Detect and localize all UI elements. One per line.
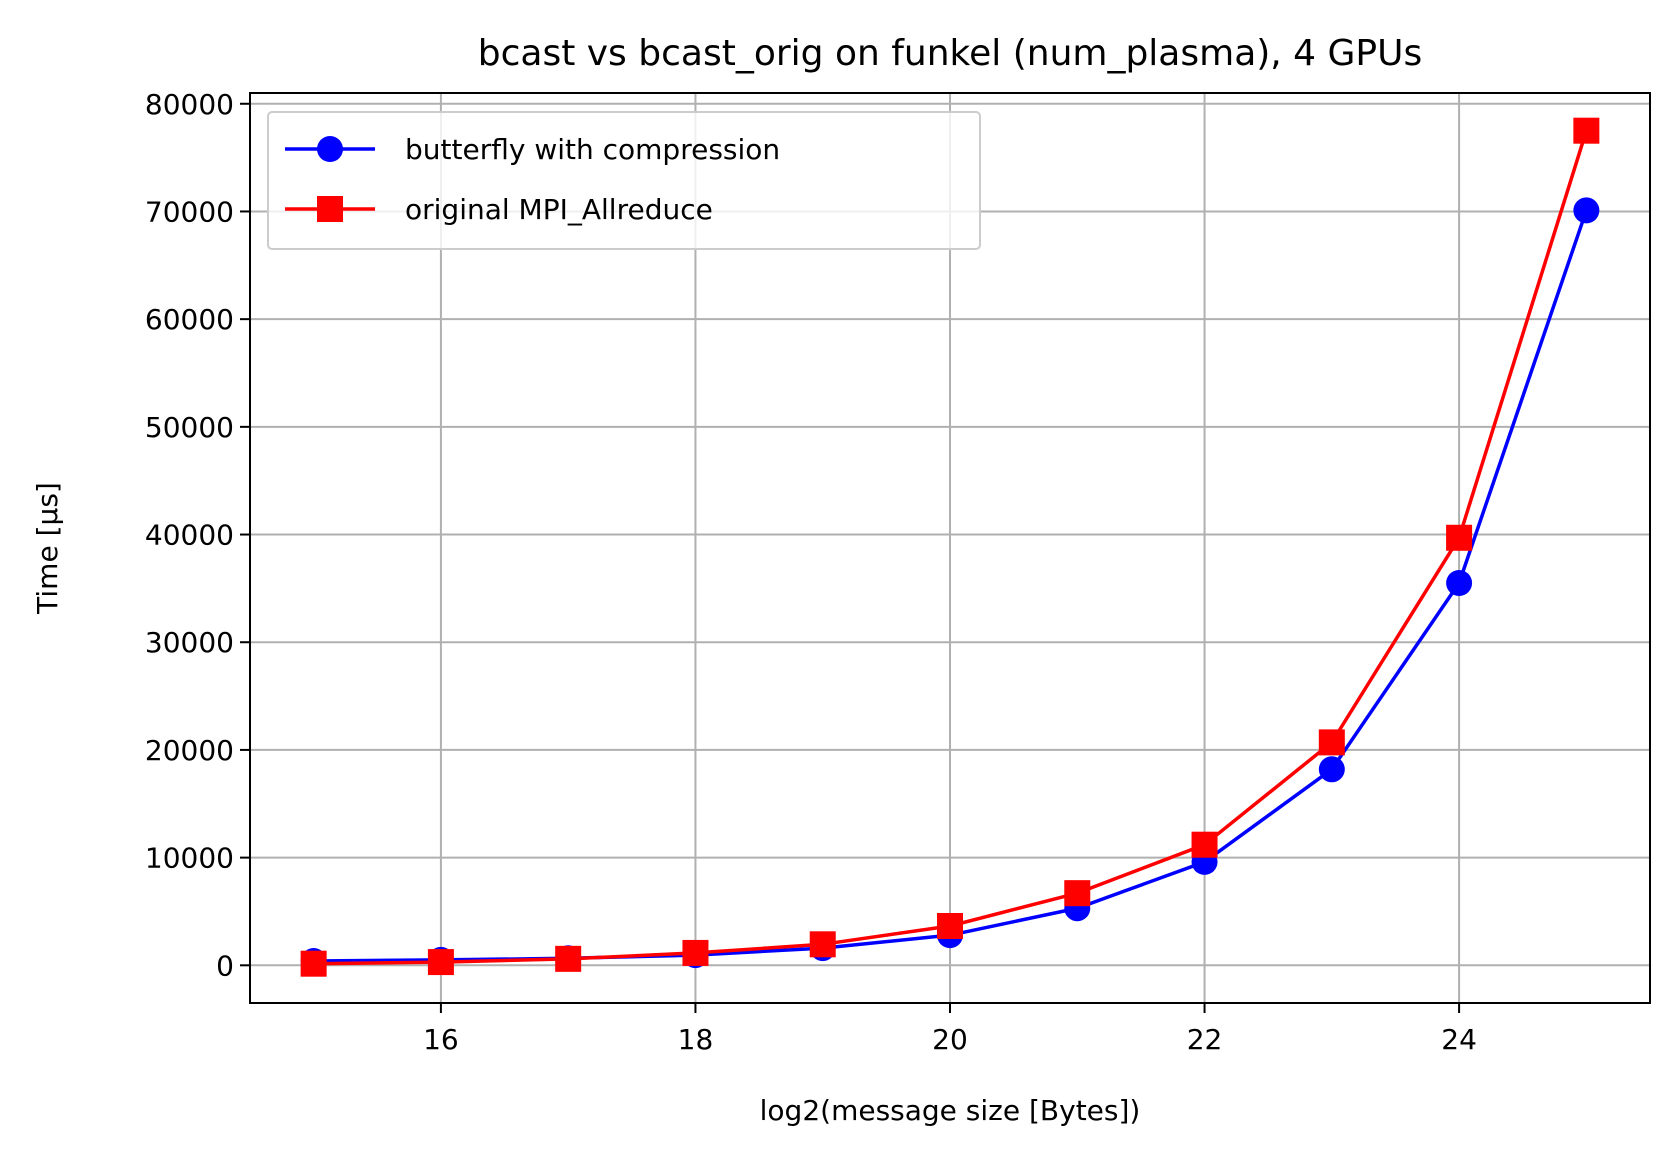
- data-point: [427, 949, 454, 976]
- data-point: [1573, 197, 1600, 224]
- series-2: [300, 117, 1600, 977]
- legend-label: butterfly with compression: [405, 133, 780, 166]
- legend-marker: [317, 136, 343, 162]
- x-tick-label: 16: [423, 1023, 459, 1056]
- legend-item: original MPI_Allreduce: [285, 193, 713, 226]
- legend-label: original MPI_Allreduce: [405, 193, 713, 226]
- y-tick-label: 40000: [145, 519, 234, 552]
- y-tick-label: 20000: [145, 734, 234, 767]
- y-tick-label: 10000: [145, 842, 234, 875]
- legend-marker: [317, 196, 343, 222]
- x-tick-label: 24: [1441, 1023, 1477, 1056]
- x-tick-label: 18: [678, 1023, 714, 1056]
- x-axis-label: log2(message size [Bytes]): [760, 1094, 1141, 1127]
- y-axis-label: Time [µs]: [31, 482, 64, 615]
- y-tick-label: 0: [216, 949, 234, 982]
- x-tick-label: 20: [932, 1023, 968, 1056]
- series-layer: [300, 117, 1600, 977]
- y-tick-label: 80000: [145, 88, 234, 121]
- x-tick-label: 22: [1187, 1023, 1223, 1056]
- data-point: [682, 939, 709, 966]
- data-point: [1446, 570, 1473, 596]
- data-point: [809, 931, 836, 958]
- ticks: 16 18 20 22 24 0 10000 20000 30000 40000 50000 6000…: [145, 88, 1477, 1056]
- y-tick-label: 50000: [145, 411, 234, 444]
- chart-title: bcast vs bcast_orig on funkel (num_plasm…: [478, 33, 1423, 74]
- data-point: [1318, 756, 1345, 783]
- data-point: [1318, 729, 1345, 756]
- y-tick-label: 60000: [145, 303, 234, 336]
- y-tick-label: 70000: [145, 195, 234, 228]
- legend-box: [267, 111, 981, 250]
- data-point: [300, 950, 327, 977]
- data-point: [1191, 831, 1218, 858]
- y-tick-label: 30000: [145, 626, 234, 659]
- legend-item: butterfly with compression: [285, 133, 780, 166]
- legend: butterfly with compression original MPI_A…: [267, 111, 981, 250]
- data-point: [1064, 880, 1091, 907]
- data-point: [1573, 117, 1600, 144]
- data-point: [1446, 524, 1473, 551]
- data-point: [555, 945, 582, 972]
- data-point: [937, 913, 963, 939]
